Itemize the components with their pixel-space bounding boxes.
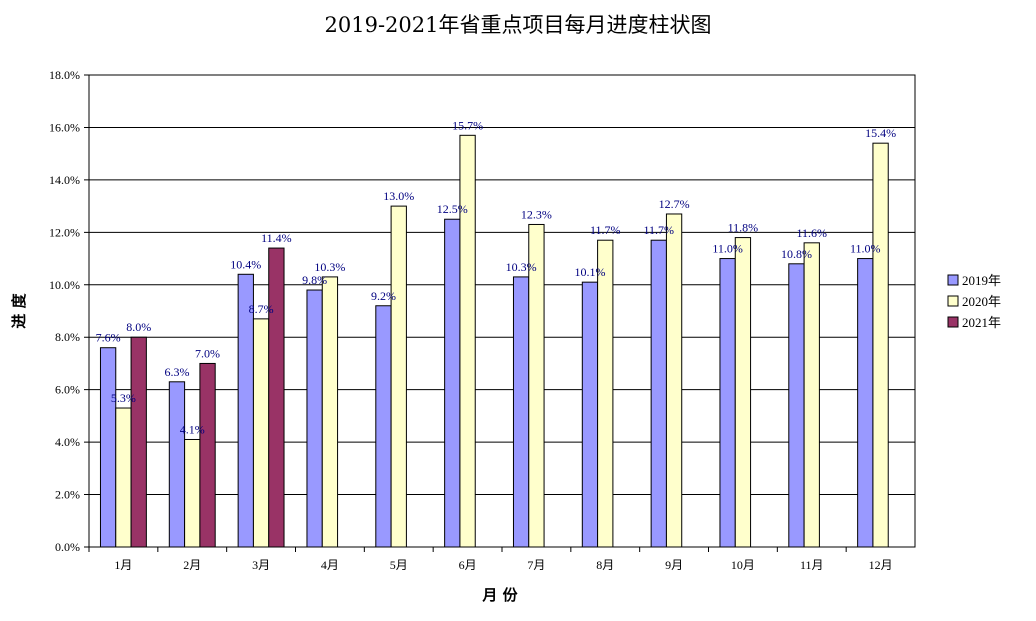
bar-2019年-1月	[99, 347, 117, 548]
y-tick-label: 6.0%	[55, 383, 80, 397]
data-label: 10.3%	[314, 260, 345, 274]
bar-2020年-6月	[459, 134, 476, 548]
data-label: 12.5%	[437, 202, 468, 216]
bar-2020年-4月	[321, 276, 339, 548]
bar-2020年-5月	[390, 205, 407, 548]
x-tick-label: 11月	[800, 558, 824, 572]
bar-2019年-9月	[650, 239, 667, 548]
data-label: 11.4%	[261, 231, 292, 245]
x-tick-label: 9月	[665, 558, 683, 572]
bar-2019年-12月	[857, 258, 874, 548]
legend-label: 2020年	[962, 294, 1001, 309]
bar-2019年-2月	[168, 381, 186, 548]
bar-2019年-7月	[512, 276, 530, 548]
bar-2020年-10月	[734, 237, 752, 548]
data-label: 8.7%	[249, 302, 274, 316]
data-label: 8.0%	[126, 320, 151, 334]
data-label: 7.6%	[96, 331, 121, 345]
x-tick-label: 6月	[459, 558, 477, 572]
data-label: 5.3%	[111, 391, 136, 405]
data-label: 11.6%	[796, 226, 827, 240]
bar-2020年-8月	[597, 239, 614, 548]
x-tick-label: 7月	[527, 558, 545, 572]
plot-area	[88, 74, 916, 548]
y-tick-label: 18.0%	[49, 68, 80, 82]
data-label: 10.1%	[574, 265, 605, 279]
x-tick-label: 3月	[252, 558, 270, 572]
bar-2020年-7月	[528, 223, 545, 548]
bar-2020年-11月	[803, 242, 820, 548]
data-label: 11.7%	[590, 223, 621, 237]
y-tick-label: 8.0%	[55, 330, 80, 344]
y-tick-label: 12.0%	[49, 225, 80, 239]
data-label: 15.4%	[865, 126, 896, 140]
bar-2020年-12月	[872, 142, 889, 548]
data-label: 11.7%	[644, 223, 675, 237]
data-label: 12.7%	[659, 197, 690, 211]
y-tick-label: 10.0%	[49, 278, 80, 292]
y-tick-label: 0.0%	[55, 540, 80, 554]
data-label: 10.4%	[230, 257, 261, 271]
legend-swatch-2021年	[947, 316, 959, 328]
data-label: 6.3%	[164, 365, 189, 379]
x-tick-label: 1月	[114, 558, 132, 572]
legend: 2019年 2020年 2021年	[947, 273, 1001, 330]
y-tick-label: 14.0%	[49, 173, 80, 187]
data-label: 9.2%	[371, 289, 396, 303]
bar-2021年-2月	[199, 362, 216, 548]
data-label: 9.8%	[302, 273, 327, 287]
bar-2019年-5月	[375, 305, 392, 548]
legend-swatch-2019年	[947, 274, 959, 286]
x-tick-label: 5月	[390, 558, 408, 572]
data-label: 12.3%	[521, 207, 552, 221]
y-axis-label: 进 度	[10, 292, 28, 328]
data-label: 11.8%	[728, 221, 759, 235]
data-label: 4.1%	[180, 422, 205, 436]
data-label: 11.0%	[712, 242, 743, 256]
data-label: 10.8%	[781, 247, 812, 261]
legend-label: 2019年	[962, 273, 1001, 288]
bar-2019年-10月	[719, 258, 736, 548]
data-label: 11.0%	[850, 242, 881, 256]
bar-2020年-3月	[252, 318, 270, 548]
bar-2021年-1月	[130, 336, 147, 548]
y-tick-label: 4.0%	[55, 435, 80, 449]
bar-2019年-6月	[444, 218, 461, 548]
x-axis-label: 月 份	[481, 586, 518, 604]
x-tick-label: 4月	[321, 558, 339, 572]
bar-2020年-2月	[184, 438, 201, 548]
bar-2020年-1月	[115, 407, 132, 548]
y-tick-label: 16.0%	[49, 120, 80, 134]
bar-2019年-8月	[581, 281, 599, 548]
bar-2019年-11月	[788, 263, 805, 548]
y-tick-label: 2.0%	[55, 488, 80, 502]
legend-swatch-2020年	[947, 295, 959, 307]
legend-label: 2021年	[962, 315, 1001, 330]
bar-2019年-4月	[306, 289, 323, 548]
data-label: 15.7%	[452, 118, 483, 132]
bar-2021年-3月	[268, 247, 285, 548]
chart-title: 2019-2021年省重点项目每月进度柱状图	[325, 13, 712, 37]
data-label: 13.0%	[383, 189, 414, 203]
x-tick-label: 2月	[183, 558, 201, 572]
data-label: 10.3%	[506, 260, 537, 274]
bar-2020年-9月	[665, 213, 683, 548]
data-label: 7.0%	[195, 346, 220, 360]
x-tick-label: 8月	[596, 558, 614, 572]
x-tick-label: 12月	[869, 558, 893, 572]
x-tick-label: 10月	[731, 558, 755, 572]
